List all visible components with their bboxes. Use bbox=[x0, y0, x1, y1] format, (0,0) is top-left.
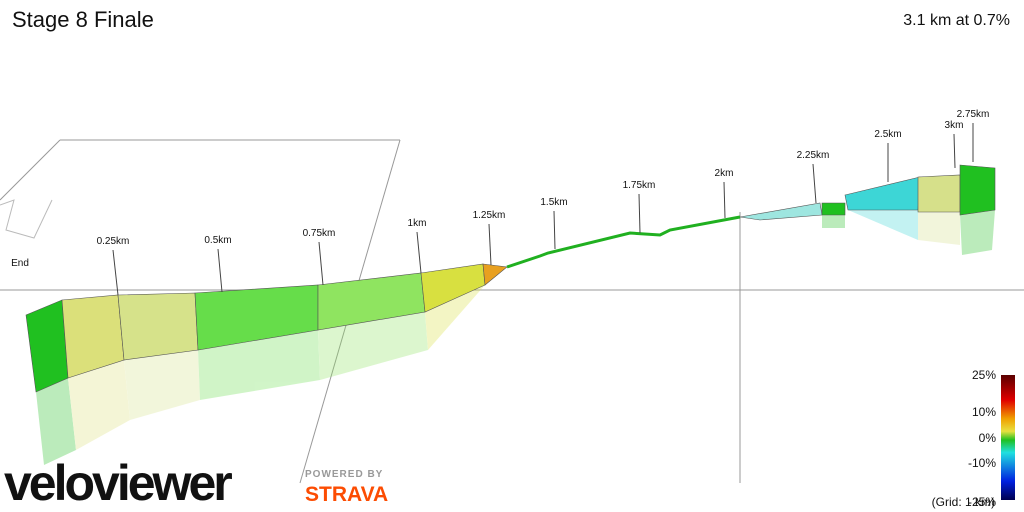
legend-tick: -10% bbox=[968, 456, 996, 470]
marker-label: 2.25km bbox=[797, 150, 830, 161]
strava: STRAVA bbox=[305, 483, 388, 506]
marker-line bbox=[488, 223, 492, 266]
legend-tick: 0% bbox=[979, 431, 997, 445]
marker-line bbox=[638, 193, 641, 234]
legend: 25% 10% 0% -10% -25% bbox=[968, 368, 996, 509]
marker-line bbox=[217, 248, 223, 293]
marker-line bbox=[318, 241, 324, 286]
marker-label: 1.5km bbox=[540, 197, 567, 208]
profile-ribbon bbox=[25, 164, 996, 393]
marker-line bbox=[812, 163, 817, 204]
marker-label: 3km bbox=[945, 120, 964, 131]
grid-note: (Grid: 1 km) bbox=[932, 495, 995, 509]
powered-by: POWERED BY bbox=[305, 469, 383, 480]
reflection bbox=[36, 210, 995, 465]
marker-line bbox=[953, 133, 956, 169]
marker-line bbox=[112, 249, 119, 296]
legend-tick: 10% bbox=[972, 405, 996, 419]
marker-label: 0.75km bbox=[303, 228, 336, 239]
marker-line bbox=[416, 231, 422, 274]
legend-tick: -25% bbox=[968, 495, 996, 509]
legend-tick: 25% bbox=[972, 368, 996, 382]
marker-label: 2.5km bbox=[874, 129, 901, 140]
logo: veloviewer bbox=[4, 455, 232, 511]
distance-markers: End 0.25km 0.5km 0.75km 1km 1.25km 1.5km 1.75km… bbox=[11, 109, 990, 296]
marker-line bbox=[723, 181, 726, 219]
marker-line bbox=[553, 210, 556, 250]
marker-label: 1km bbox=[408, 218, 427, 229]
marker-label: 1.75km bbox=[623, 180, 656, 191]
marker-label: End bbox=[11, 258, 29, 269]
marker-label: 0.25km bbox=[97, 236, 130, 247]
marker-label: 2km bbox=[715, 168, 734, 179]
title: Stage 8 Finale bbox=[12, 7, 154, 32]
color-scale bbox=[1001, 375, 1015, 500]
marker-label: 1.25km bbox=[473, 210, 506, 221]
marker-label: 0.5km bbox=[204, 235, 231, 246]
summary: 3.1 km at 0.7% bbox=[903, 12, 1010, 29]
marker-label: 2.75km bbox=[957, 109, 990, 120]
